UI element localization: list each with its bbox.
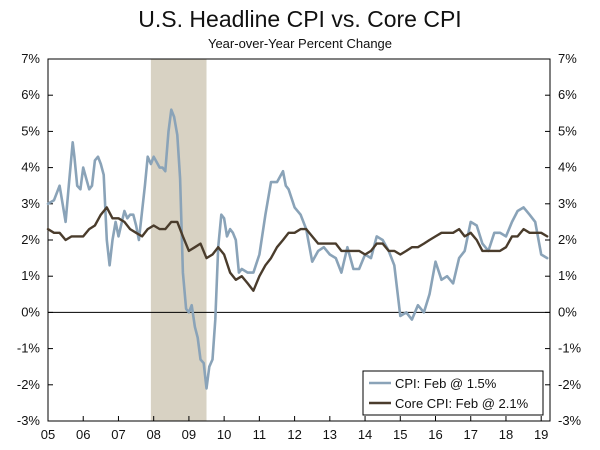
- y-tick-label-right: 6%: [558, 87, 577, 102]
- legend-label: CPI: Feb @ 1.5%: [395, 376, 497, 391]
- x-tick-label: 05: [41, 427, 55, 442]
- y-tick-label-left: -3%: [17, 413, 41, 428]
- cpi-series-line: [46, 108, 549, 390]
- y-tick-label-right: -2%: [558, 377, 582, 392]
- y-tick-label-left: 7%: [21, 51, 40, 66]
- chart-subtitle: Year-over-Year Percent Change: [207, 36, 393, 51]
- legend-label: Core CPI: Feb @ 2.1%: [395, 396, 529, 411]
- x-tick-label: 07: [111, 427, 125, 442]
- y-tick-label-right: -3%: [558, 413, 582, 428]
- y-tick-label-left: -2%: [17, 377, 41, 392]
- y-tick-label-right: 7%: [558, 51, 577, 66]
- y-tick-label-right: 3%: [558, 196, 577, 211]
- x-tick-label: 09: [182, 427, 196, 442]
- y-tick-label-right: 4%: [558, 160, 577, 175]
- x-tick-label: 14: [358, 427, 372, 442]
- x-tick-label: 11: [253, 427, 267, 442]
- y-tick-label-right: 1%: [558, 268, 577, 283]
- recession-band: [150, 59, 207, 421]
- y-tick-label-left: 6%: [21, 87, 40, 102]
- x-tick-label: 15: [393, 427, 407, 442]
- x-tick-label: 19: [534, 427, 548, 442]
- y-tick-label-left: 0%: [21, 304, 40, 319]
- y-tick-label-left: 3%: [21, 196, 40, 211]
- core-cpi-series-line: [46, 206, 549, 292]
- x-tick-label: 18: [499, 427, 513, 442]
- x-tick-label: 13: [323, 427, 337, 442]
- y-tick-label-right: 2%: [558, 232, 577, 247]
- x-tick-label: 16: [428, 427, 442, 442]
- x-tick-label: 17: [464, 427, 478, 442]
- x-tick-label: 10: [217, 427, 231, 442]
- y-tick-label-right: 0%: [558, 304, 577, 319]
- y-tick-label-left: 1%: [21, 268, 40, 283]
- y-tick-label-left: 5%: [21, 123, 40, 138]
- x-tick-label: 08: [146, 427, 160, 442]
- x-tick-label: 06: [76, 427, 90, 442]
- x-tick-label: 12: [287, 427, 301, 442]
- y-tick-label-left: -1%: [17, 341, 41, 356]
- y-tick-label-right: -1%: [558, 341, 582, 356]
- chart-title: U.S. Headline CPI vs. Core CPI: [138, 6, 462, 32]
- plot-frame: [47, 58, 551, 422]
- y-tick-label-right: 5%: [558, 123, 577, 138]
- y-tick-label-left: 2%: [21, 232, 40, 247]
- legend-box: [362, 370, 544, 416]
- y-tick-label-left: 4%: [21, 160, 40, 175]
